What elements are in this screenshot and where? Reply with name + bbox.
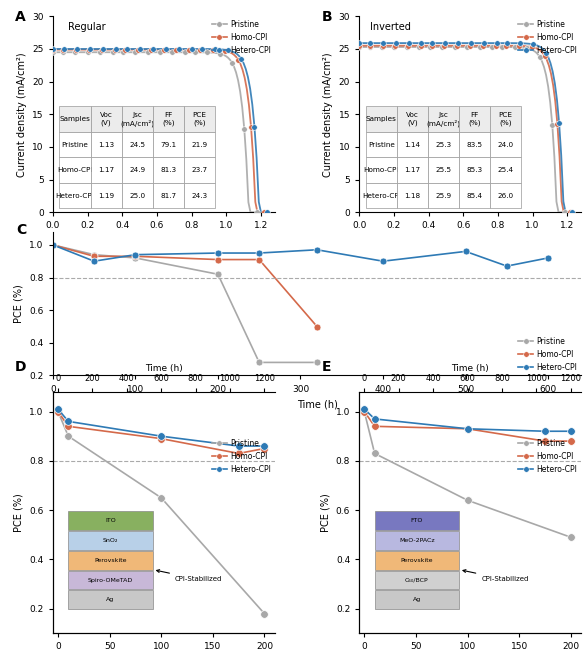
- Bar: [68, 511, 153, 530]
- Text: D: D: [15, 360, 26, 374]
- Text: A: A: [15, 10, 26, 24]
- Text: MeO-2PACz: MeO-2PACz: [399, 538, 435, 543]
- Text: CPI-Stabilized: CPI-Stabilized: [157, 569, 222, 582]
- Text: B: B: [322, 10, 332, 24]
- Legend: Pristine, Homo-CPI, Hetero-CPI: Pristine, Homo-CPI, Hetero-CPI: [518, 337, 577, 372]
- Text: SnO₂: SnO₂: [103, 538, 118, 543]
- Legend: Pristine, Homo-CPI, Hetero-CPI: Pristine, Homo-CPI, Hetero-CPI: [518, 20, 577, 55]
- Bar: [375, 531, 459, 550]
- Text: Spiro-OMeTAD: Spiro-OMeTAD: [88, 578, 133, 582]
- Bar: [375, 590, 459, 609]
- Text: Inverted: Inverted: [370, 22, 411, 32]
- Y-axis label: Current density (mA/cm²): Current density (mA/cm²): [323, 52, 333, 176]
- Text: FTO: FTO: [411, 518, 423, 523]
- Bar: [68, 550, 153, 569]
- Text: CPI-Stabilized: CPI-Stabilized: [463, 569, 529, 582]
- Legend: Pristine, Homo-CPI, Hetero-CPI: Pristine, Homo-CPI, Hetero-CPI: [518, 439, 577, 473]
- X-axis label: Time (h): Time (h): [296, 399, 338, 409]
- Legend: Pristine, Homo-CPI, Hetero-CPI: Pristine, Homo-CPI, Hetero-CPI: [212, 439, 271, 473]
- Text: C: C: [16, 223, 26, 237]
- Y-axis label: PCE (%): PCE (%): [320, 493, 330, 532]
- X-axis label: Time (h): Time (h): [145, 364, 183, 373]
- Text: Perovskite: Perovskite: [95, 558, 127, 563]
- Legend: Pristine, Homo-CPI, Hetero-CPI: Pristine, Homo-CPI, Hetero-CPI: [212, 20, 271, 55]
- X-axis label: Voltage (V): Voltage (V): [443, 236, 497, 246]
- Bar: [375, 571, 459, 590]
- Text: ITO: ITO: [105, 518, 116, 523]
- Bar: [68, 531, 153, 550]
- Y-axis label: PCE (%): PCE (%): [14, 284, 24, 323]
- Bar: [68, 590, 153, 609]
- Bar: [375, 550, 459, 569]
- Y-axis label: Current density (mA/cm²): Current density (mA/cm²): [17, 52, 27, 176]
- Bar: [375, 511, 459, 530]
- Text: Ag: Ag: [106, 597, 114, 603]
- Text: Regular: Regular: [68, 22, 106, 32]
- Text: C₆₀/BCP: C₆₀/BCP: [405, 578, 429, 582]
- Y-axis label: PCE (%): PCE (%): [14, 493, 24, 532]
- X-axis label: Time (h): Time (h): [451, 364, 489, 373]
- Text: Perovskite: Perovskite: [400, 558, 433, 563]
- Text: Ag: Ag: [413, 597, 421, 603]
- X-axis label: Voltage (V): Voltage (V): [137, 236, 191, 246]
- Text: E: E: [322, 360, 331, 374]
- Bar: [68, 571, 153, 590]
